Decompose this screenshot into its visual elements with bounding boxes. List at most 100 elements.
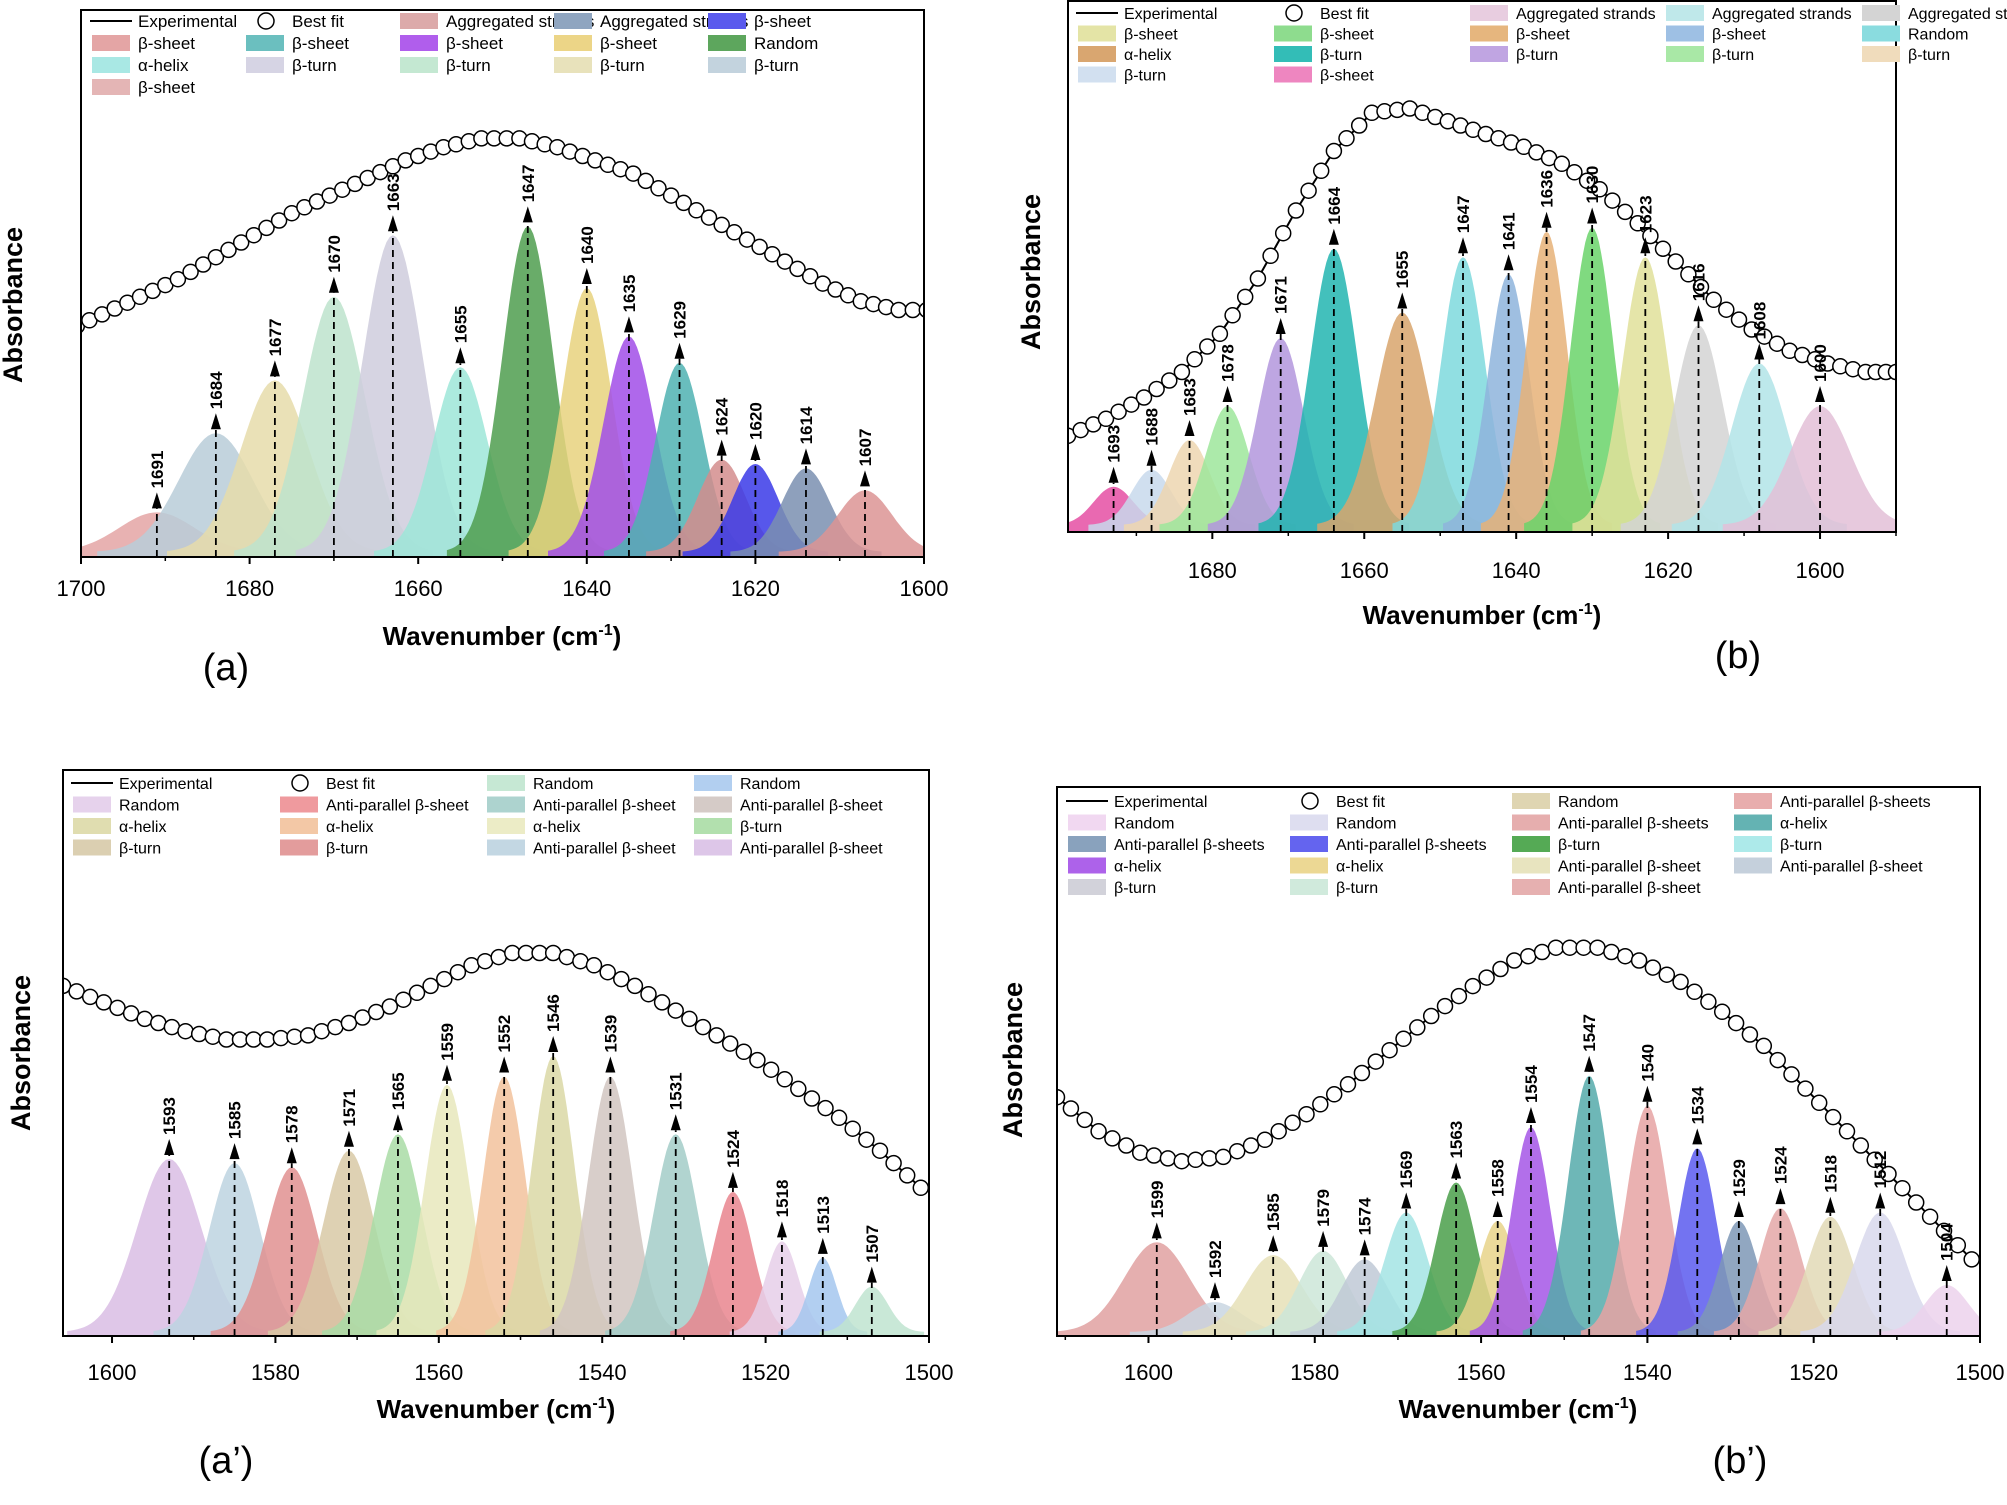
peak-label-1688: 1688 [1143,408,1162,446]
best-fit-marker [898,1167,916,1184]
panel-label: (a’) [199,1440,254,1482]
best-fit-marker [1325,142,1343,160]
best-fit-marker [327,1018,344,1036]
best-fit-marker [871,1142,889,1159]
best-fit-marker [789,260,806,278]
legend-swatch [246,57,284,73]
legend-label: Anti-parallel β-sheet [533,797,676,814]
best-fit-marker [1062,1100,1080,1117]
best-fit-marker [681,1010,698,1028]
peak-arrow-1655 [1397,292,1408,309]
best-fit-marker [258,1031,276,1048]
peak-arrow-1546 [548,1035,559,1052]
best-fit-marker [1236,288,1254,306]
peak-label-1671: 1671 [1272,276,1291,314]
legend-label: α-helix [1336,858,1383,875]
best-fit-marker [504,944,521,962]
x-tick-label: 1500 [1956,1360,2005,1385]
best-fit-marker [1949,1236,1967,1254]
legend-label: β-sheet [1320,67,1374,84]
peak-label-1655: 1655 [451,305,470,343]
peak-arrow-1540 [1642,1085,1653,1102]
peak-label-1579: 1579 [1314,1189,1333,1227]
legend: Experimental Best fit Aggregated strands Ag… [1076,4,2007,84]
x-axis-label: Wavenumber (cm-1) [377,1394,616,1424]
legend-swatch [1078,25,1116,42]
legend-swatch [1862,5,1900,21]
x-tick-label: 1680 [1188,558,1237,583]
x-tick-label: 1600 [88,1360,137,1385]
peak-arrow-1518 [1825,1196,1836,1213]
legend-swatch [694,839,732,856]
legend-label: Anti-parallel β-sheet [1780,858,1923,875]
peak-arrow-1640 [581,268,592,284]
best-fit-marker [1104,1130,1121,1147]
peak-arrow-1574 [1359,1239,1370,1256]
best-fit-marker [367,1003,385,1021]
x-axis-label: Wavenumber (cm-1) [1363,600,1602,630]
legend-swatch [487,775,525,791]
peak-label-1524: 1524 [1771,1146,1790,1184]
peak-label-1663: 1663 [384,173,403,211]
best-fit-marker [1173,363,1191,381]
best-fit-marker [1755,1037,1773,1055]
x-tick-label: 1540 [578,1360,627,1385]
legend-swatch [1470,46,1508,62]
peak-label-1504: 1504 [1938,1223,1957,1261]
best-fit-marker [272,1029,290,1047]
legend-swatch [280,818,318,834]
peak-arrow-1691 [151,492,162,509]
peak-arrow-1554 [1525,1107,1536,1124]
best-fit-marker [207,248,225,266]
best-fit-marker [640,985,657,1003]
peak-label-1559: 1559 [438,1023,457,1061]
legend-swatch [1470,5,1508,21]
legend-label: Anti-parallel β-sheet [1558,880,1701,897]
best-fit-marker [1658,966,1676,983]
best-fit-marker [700,209,718,226]
legend-swatch [92,35,130,51]
legend-swatch [1734,836,1772,852]
best-fit-marker [163,1018,181,1036]
best-fit-marker [653,994,671,1011]
legend-swatch [280,796,318,813]
legend-swatch [1068,814,1106,831]
best-fit-marker [558,948,576,966]
x-tick-label: 1600 [1796,558,1845,583]
peak-arrow-1630 [1587,207,1598,224]
legend-label: β-turn [600,56,645,75]
best-fit-marker [245,226,263,244]
best-fit-marker [1533,943,1551,961]
legend-label: Experimental [138,12,237,31]
best-fit-marker [436,970,453,988]
peak-arrow-1693 [1108,466,1119,483]
best-fit-marker [1921,1208,1939,1225]
peak-label-1677: 1677 [266,319,285,357]
legend-label: Random [119,797,179,814]
y-axis-label: Absorbance [6,975,36,1131]
plot-frame [62,769,930,1337]
legend-label: Experimental [119,776,212,793]
peak-label-1534: 1534 [1688,1086,1707,1124]
legend-label: β-sheet [292,34,349,53]
panel-a: 1691 1684 1677 1670 1663 1655 1647 1640 1635 1629… [0,9,948,689]
peak-label-1684: 1684 [207,371,226,409]
best-fit-marker [182,263,199,281]
peak-label-1585: 1585 [226,1101,245,1139]
best-fit-marker [490,948,507,966]
best-fit-marker [1578,172,1596,190]
best-fit-marker [1705,291,1722,309]
best-fit-marker [776,253,794,270]
legend-label: β-turn [1908,47,1950,64]
best-fit-marker [1866,1151,1883,1169]
best-fit-marker [1630,952,1648,969]
best-fit-marker [1852,1137,1870,1154]
peak-label-1552: 1552 [495,1015,514,1053]
best-fit-marker [1298,1105,1315,1123]
legend-label: α-helix [119,819,166,836]
best-fit-marker [286,1028,303,1045]
best-fit-marker [95,994,113,1011]
legend-label: Best fit [292,12,344,31]
peak-area-1607 [778,490,924,557]
